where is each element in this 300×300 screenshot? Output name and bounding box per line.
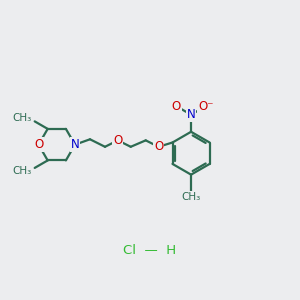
Text: O: O	[34, 138, 43, 151]
Text: O: O	[154, 140, 163, 153]
Text: O: O	[171, 100, 181, 112]
Text: O: O	[113, 134, 122, 147]
Text: CH₃: CH₃	[182, 192, 201, 202]
Text: Cl  —  H: Cl — H	[123, 244, 177, 257]
Text: N: N	[70, 138, 80, 151]
Text: CH₃: CH₃	[12, 113, 32, 123]
Text: O⁻: O⁻	[198, 100, 214, 112]
Text: N: N	[187, 108, 195, 121]
Text: CH₃: CH₃	[12, 166, 32, 176]
